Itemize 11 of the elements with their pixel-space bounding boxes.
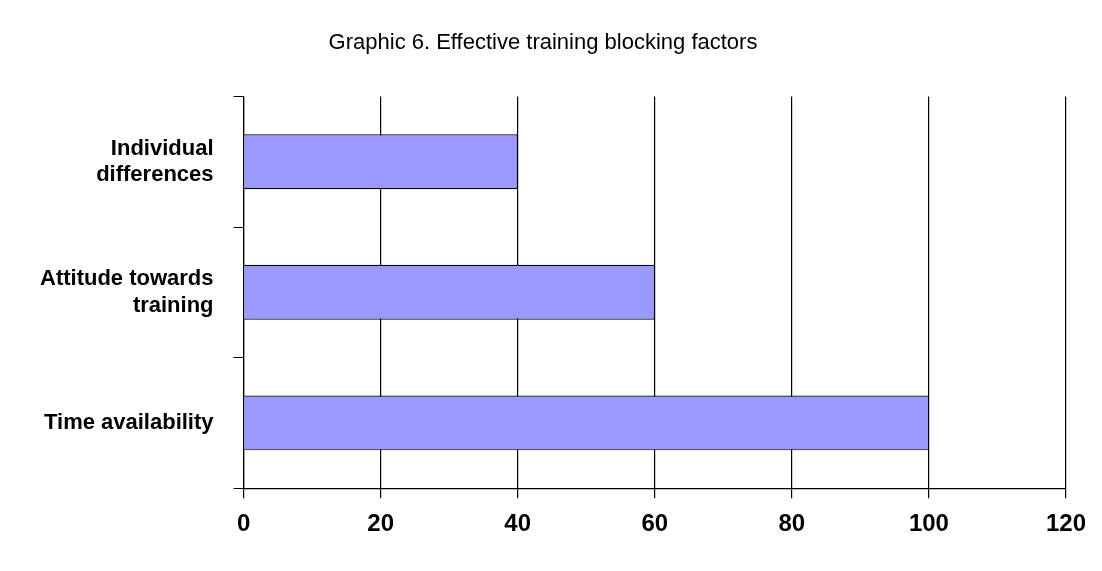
chart-title: Graphic 6. Effective training blocking factors bbox=[328, 29, 758, 55]
y-tick-label: Attitude towards training bbox=[39, 265, 214, 317]
x-tick-label: 0 bbox=[236, 509, 251, 537]
x-tick-label: 80 bbox=[778, 509, 806, 537]
x-tick-label: 120 bbox=[1045, 509, 1087, 537]
x-tick-label: 40 bbox=[504, 509, 532, 537]
x-tick-label: 20 bbox=[367, 509, 394, 537]
y-tick-label: Individual differences bbox=[96, 134, 214, 186]
x-tick-label: 100 bbox=[908, 509, 949, 537]
y-tick-label: Time availability bbox=[43, 408, 215, 434]
x-tick-label: 60 bbox=[641, 509, 669, 537]
